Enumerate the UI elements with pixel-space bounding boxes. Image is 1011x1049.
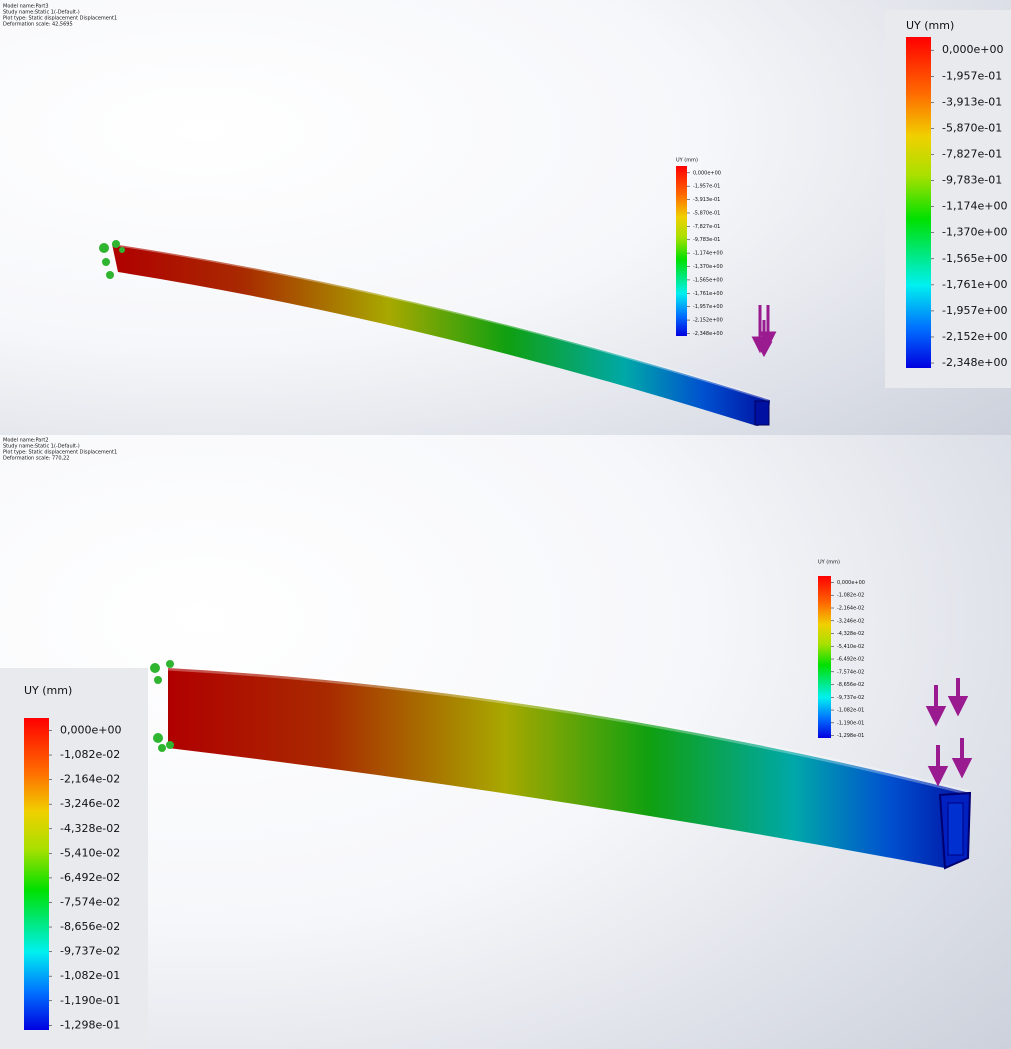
- legend-label: -2,348e+00: [693, 331, 723, 337]
- legend-label: -1,082e-02: [60, 748, 120, 761]
- beam-end: [754, 400, 770, 426]
- plot-type: Plot type: Static displacement Displacem…: [3, 450, 117, 456]
- legend-label: -8,656e-02: [60, 920, 120, 933]
- legend-label: 0,000e+00: [60, 723, 121, 736]
- legend-label: -1,190e-01: [837, 720, 864, 726]
- study-name: Study name:Static 1(-Default-): [3, 444, 80, 450]
- color-bar: [676, 166, 687, 336]
- legend-label: 0,000e+00: [942, 43, 1003, 56]
- legend-label: -1,082e-02: [837, 593, 864, 599]
- legend-label: -3,913e-01: [693, 197, 720, 203]
- legend-label: -6,492e-02: [837, 657, 864, 663]
- legend-label: -1,174e+00: [942, 200, 1007, 213]
- model-name: Model name:Part3: [3, 4, 49, 10]
- viewport-top: [0, 0, 1011, 435]
- legend-title: UY (mm): [24, 684, 72, 697]
- legend-label: -2,152e+00: [693, 318, 723, 324]
- legend-label: -1,298e-01: [837, 733, 864, 739]
- legend-label: -5,870e-01: [942, 121, 1002, 134]
- beam-edge: [167, 665, 971, 796]
- deformation-scale: Deformation scale: 42,5695: [3, 22, 73, 28]
- deformation-scale: Deformation scale: 770,22: [3, 456, 69, 462]
- legend-label: -1,370e+00: [693, 264, 723, 270]
- legend-label: -7,574e-02: [837, 669, 864, 675]
- legend-label: -4,328e-02: [60, 822, 120, 835]
- load-arrows: [751, 305, 777, 358]
- study-name: Study name:Static 1(-Default-): [3, 10, 80, 16]
- legend-label: -5,870e-01: [693, 210, 720, 216]
- plot-type: Plot type: Static displacement Displacem…: [3, 16, 117, 22]
- legend-label: -1,190e-01: [60, 994, 120, 1007]
- beam: [112, 244, 770, 426]
- legend-label: -3,246e-02: [60, 797, 120, 810]
- legend-label: -1,761e+00: [693, 291, 723, 297]
- beam-edge: [111, 242, 771, 402]
- legend-label: -9,783e-01: [942, 174, 1002, 187]
- legend-label: -2,164e-02: [60, 773, 120, 786]
- legend-label: -5,410e-02: [837, 644, 864, 650]
- legend-label: -9,737e-02: [837, 695, 864, 701]
- legend-label: 0,000e+00: [693, 170, 721, 176]
- legend-label: -9,737e-02: [60, 945, 120, 958]
- legend-label: -1,565e+00: [942, 252, 1007, 265]
- legend-label: -2,348e+00: [942, 356, 1007, 369]
- legend-label: -1,761e+00: [942, 278, 1007, 291]
- legend-title: UY (mm): [818, 560, 840, 566]
- legend-label: -1,957e+00: [693, 304, 723, 310]
- legend-label: -8,656e-02: [837, 682, 864, 688]
- legend-label: -1,082e-01: [837, 708, 864, 714]
- legend-label: -1,565e+00: [693, 277, 723, 283]
- legend-label: -6,492e-02: [60, 871, 120, 884]
- legend-label: -4,328e-02: [837, 631, 864, 637]
- legend-label: -1,957e-01: [942, 69, 1002, 82]
- legend-label: -1,957e-01: [693, 184, 720, 190]
- beam: [168, 668, 970, 868]
- legend-label: -7,827e-01: [942, 148, 1002, 161]
- legend-label: -2,152e+00: [942, 330, 1007, 343]
- color-bar: [906, 37, 931, 368]
- legend-title: UY (mm): [906, 19, 954, 32]
- legend-label: -2,164e-02: [837, 605, 864, 611]
- color-bar: [818, 576, 831, 738]
- legend-title: UY (mm): [676, 158, 698, 164]
- legend-label: -9,783e-01: [693, 237, 720, 243]
- legend-label: -1,298e-01: [60, 1018, 120, 1031]
- fixture: [99, 240, 125, 279]
- legend-label: -7,574e-02: [60, 895, 120, 908]
- fixture: [150, 660, 174, 752]
- legend-label: -1,174e+00: [693, 251, 723, 257]
- legend-label: -1,957e+00: [942, 304, 1007, 317]
- legend-label: -7,827e-01: [693, 224, 720, 230]
- load-arrows: [925, 678, 973, 787]
- legend-label: 0,000e+00: [837, 580, 865, 586]
- legend-label: -3,913e-01: [942, 95, 1002, 108]
- legend-label: -3,246e-02: [837, 618, 864, 624]
- beam-end-inner: [947, 802, 964, 856]
- color-bar: [24, 718, 49, 1030]
- legend-label: -1,082e-01: [60, 969, 120, 982]
- model-name: Model name:Part2: [3, 438, 49, 444]
- legend-label: -1,370e+00: [942, 226, 1007, 239]
- legend-label: -5,410e-02: [60, 846, 120, 859]
